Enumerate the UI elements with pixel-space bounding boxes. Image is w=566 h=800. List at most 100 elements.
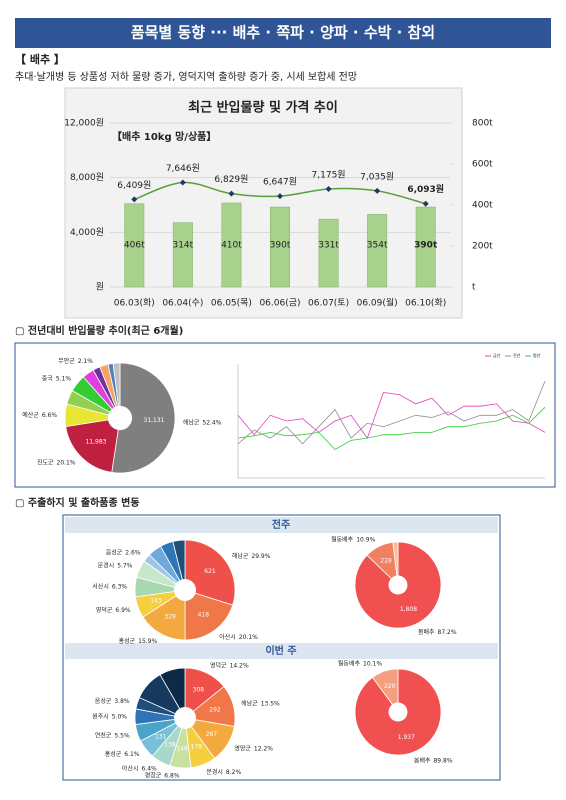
x-tick-label: 06.06(금) xyxy=(259,298,300,309)
slice-count: 31,131 xyxy=(144,417,165,424)
subsection-bar xyxy=(65,643,498,659)
slice-count: 228 xyxy=(380,558,392,565)
bar xyxy=(270,206,290,288)
bar-label: 406t xyxy=(124,241,145,251)
section-title: 【 배추 】 xyxy=(15,52,65,66)
point-label: 6,647원 xyxy=(263,177,297,188)
slice-label: 원주시 5.0% xyxy=(92,712,127,720)
y2-tick-label: 800t xyxy=(472,119,493,129)
slice-value: 5.0% xyxy=(112,713,128,720)
line-marker xyxy=(179,179,186,186)
slice-label: 해남군 29.9% xyxy=(232,551,271,559)
line-marker xyxy=(277,193,283,200)
slice-name: 영덕군 xyxy=(96,606,113,614)
slice-name: 중국 xyxy=(42,375,54,382)
slice-name: 음성군 xyxy=(95,696,112,704)
slice-name: 서산시 xyxy=(92,582,109,590)
pie-hole xyxy=(174,579,196,601)
pie-slice xyxy=(184,589,234,641)
slice-label: 예산군 6.6% xyxy=(22,410,57,418)
slice-value: 10.1% xyxy=(363,660,382,667)
pie-slice xyxy=(184,539,236,606)
slice-value: 6.6% xyxy=(42,411,58,418)
bar-label: 390t xyxy=(414,241,438,251)
slice-count: 292 xyxy=(209,707,221,714)
bar-label: 390t xyxy=(270,241,291,251)
line-marker xyxy=(325,185,332,192)
slice-name: 무안군 xyxy=(58,357,75,365)
chart-subtitle: 【배추 10kg 망/상품】 xyxy=(112,130,216,143)
y2-tick-label: 400t xyxy=(472,201,493,211)
y-tick-label: 12,000원 xyxy=(64,118,104,129)
pie-slice xyxy=(112,362,121,419)
bar xyxy=(415,206,436,288)
pie-hole xyxy=(107,405,133,431)
slice-value: 10.9% xyxy=(356,536,375,543)
header-bar xyxy=(15,18,551,48)
subsection-title: 이번 주 xyxy=(265,644,296,657)
slice-value: 6.3% xyxy=(112,583,128,590)
slice-value: 6.8% xyxy=(164,772,180,779)
bar xyxy=(124,203,145,288)
slice-count: 220 xyxy=(384,683,396,690)
pie-slice xyxy=(65,417,121,473)
slice-label: 연천군 5.5% xyxy=(95,731,130,739)
slice-label: 문경시 5.7% xyxy=(98,562,133,569)
pie-slice xyxy=(142,589,186,641)
line-marker xyxy=(374,187,381,194)
slice-label: 봄배추 87.2% xyxy=(418,627,457,635)
slice-count: 178 xyxy=(191,743,203,750)
pie-slice xyxy=(111,362,176,474)
slice-label: 서산시 6.3% xyxy=(92,582,127,590)
x-tick-label: 06.05(목) xyxy=(211,298,252,309)
chart-title: 최근 반입물량 및 가격 추이 xyxy=(188,100,338,116)
slice-count: 418 xyxy=(198,612,210,619)
slice-count: 1,808 xyxy=(400,606,417,613)
slice-label: 해남군 13.5% xyxy=(241,699,280,707)
slice-label: 문경시 8.2% xyxy=(206,768,241,775)
slice-label: 영덕군 6.9% xyxy=(96,606,131,614)
y2-tick-label: 200t xyxy=(472,242,493,252)
slice-value: 14.2% xyxy=(230,662,249,669)
slice-value: 52.4% xyxy=(202,419,221,426)
legend-label: 전년 xyxy=(513,352,521,358)
slice-count: 138 xyxy=(164,742,176,749)
slice-name: 영덕군 xyxy=(210,661,227,669)
slice-name: 해남군 xyxy=(241,699,258,707)
x-tick-label: 06.04(수) xyxy=(162,298,203,309)
series-line xyxy=(237,380,546,445)
slice-label: 중국 5.1% xyxy=(42,375,72,382)
pie-slice xyxy=(172,539,186,591)
slice-value: 20.1% xyxy=(239,633,258,640)
slice-count: 11,983 xyxy=(85,439,106,446)
slice-label: 평창군 6.8% xyxy=(145,771,180,779)
slice-count: 1,937 xyxy=(398,734,415,741)
y2-tick-label: t xyxy=(472,283,476,293)
subsection-title: 전주 xyxy=(272,518,290,531)
slice-value: 5.5% xyxy=(114,732,130,739)
slice-name: 아산시 xyxy=(122,764,139,772)
slice-value: 3.8% xyxy=(114,697,130,704)
slice-label: 홍성군 6.1% xyxy=(105,749,140,757)
y-tick-label: 4,000원 xyxy=(70,227,104,238)
line-marker xyxy=(228,190,235,197)
slice-label: 봄배추 89.8% xyxy=(414,756,453,764)
pie-hole xyxy=(174,707,196,729)
slice-name: 평창군 xyxy=(145,771,162,779)
legend-label: 평년 xyxy=(533,352,541,358)
slice-name: 월동배추 xyxy=(331,535,354,543)
slice-count: 131 xyxy=(155,734,167,741)
slice-count: 148 xyxy=(176,745,188,752)
point-label: 7,646원 xyxy=(166,163,200,174)
slice-value: 12.2% xyxy=(254,745,273,752)
bar-label: 331t xyxy=(318,241,339,251)
slice-label: 진도군 20.1% xyxy=(37,458,76,466)
bar-label: 354t xyxy=(367,241,388,251)
slice-label: 음성군 2.6% xyxy=(106,548,141,556)
section-title: ▢ 전년대비 반입물량 추이(최근 6개월) xyxy=(15,324,183,337)
point-label: 6,093원 xyxy=(407,183,444,195)
slice-value: 29.9% xyxy=(251,552,270,559)
slice-label: 음성군 3.8% xyxy=(95,696,130,704)
subsection-bar xyxy=(65,517,498,533)
slice-label: 홍성군 15.9% xyxy=(119,636,158,644)
